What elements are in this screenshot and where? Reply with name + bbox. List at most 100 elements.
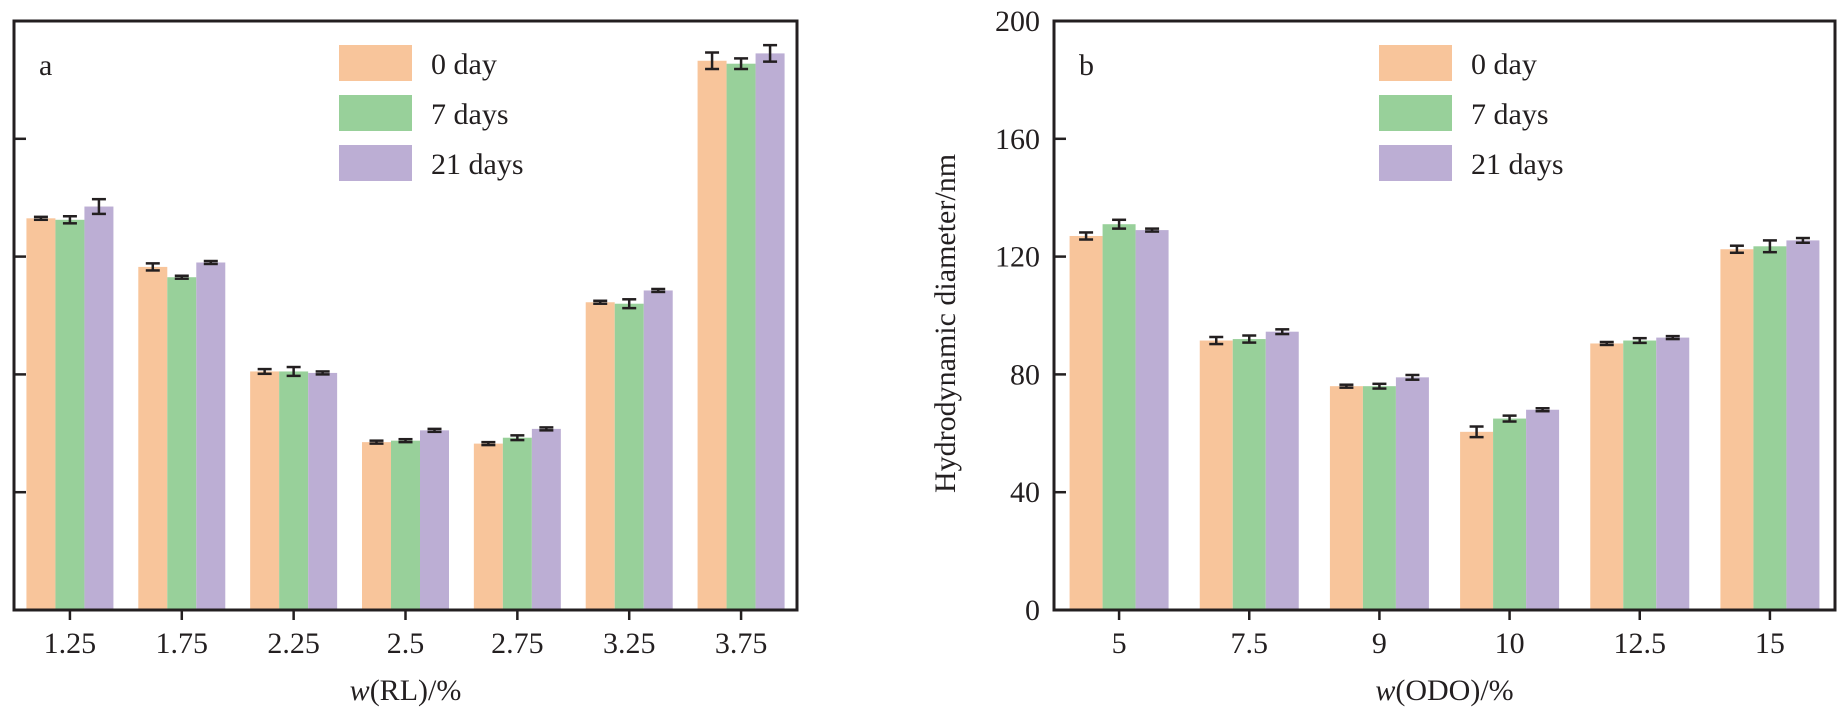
bar-b-0-5 (1720, 249, 1754, 611)
bar-b-1-0 (1102, 224, 1136, 610)
error-bar-b-1-5 (1762, 239, 1777, 254)
x-tick-label-b-1: 7.5 (1231, 627, 1269, 660)
bar-b-2-2 (1395, 377, 1429, 610)
bar-b-1-1 (1232, 339, 1266, 610)
error-bar-a-1-5 (622, 298, 637, 310)
legend-label-b-2: 21 days (1471, 148, 1564, 181)
x-tick-label-b-2: 9 (1372, 627, 1387, 660)
bar-b-0-1 (1199, 340, 1233, 610)
bar-a-0-0 (26, 218, 56, 610)
error-bar-b-2-2 (1405, 373, 1420, 381)
panel-label-a: a (39, 49, 52, 82)
x-tick-label-a-3: 2.5 (387, 627, 425, 660)
bar-b-2-4 (1656, 337, 1690, 610)
legend-label-a-0: 0 day (431, 48, 497, 81)
error-bar-a-0-6 (705, 51, 720, 71)
y-tick-label-b-5: 200 (995, 5, 1040, 38)
error-bar-a-1-0 (62, 215, 77, 225)
error-bar-a-0-1 (145, 262, 160, 272)
x-tick-label-a-6: 3.75 (715, 627, 768, 660)
error-bar-a-2-2 (315, 370, 330, 376)
error-bar-b-0-2 (1339, 383, 1354, 389)
bar-a-2-2 (308, 372, 338, 610)
error-bar-a-0-0 (33, 215, 48, 222)
error-bar-b-0-0 (1079, 231, 1094, 241)
chart-panel-a: 1.25 1.75 2.25 2.5 2.75 3.25 3.75 w(RL)/% a 0 day… (12, 19, 799, 707)
error-bar-a-1-2 (286, 365, 301, 378)
bar-a-1-1 (167, 277, 197, 610)
error-bar-a-2-4 (539, 426, 554, 432)
legend-swatch-b-0 (1379, 45, 1452, 81)
error-bar-b-2-0 (1145, 227, 1160, 233)
legend-swatch-a-2 (339, 145, 412, 181)
error-bar-a-0-2 (257, 367, 272, 376)
bar-b-1-4 (1623, 340, 1657, 610)
bar-a-2-0 (84, 206, 114, 610)
error-bar-b-2-5 (1795, 236, 1810, 245)
x-axis-label-a: w(RL)/% (350, 674, 462, 707)
bar-a-2-4 (531, 428, 561, 610)
error-bar-b-0-4 (1599, 340, 1614, 347)
legend-label-a-1: 7 days (431, 98, 509, 131)
error-bar-b-1-2 (1372, 382, 1387, 390)
x-tick-label-b-5: 15 (1755, 627, 1785, 660)
error-bar-b-2-1 (1275, 328, 1290, 336)
bar-a-2-3 (420, 430, 449, 610)
bar-b-2-0 (1135, 230, 1169, 610)
x-axis-label-b: w(ODO)/% (1375, 674, 1513, 707)
bar-a-0-1 (138, 266, 168, 610)
bar-a-0-3 (362, 442, 391, 610)
chart-panel-b: 0 40 80 120 160 200 5 7.5 9 10 12.5 15 w(ODO)/% Hydro… (929, 5, 1837, 707)
x-tick-label-a-4: 2.75 (491, 627, 544, 660)
error-bar-b-0-3 (1469, 425, 1484, 439)
bar-a-1-0 (55, 219, 85, 610)
x-tick-label-b-4: 12.5 (1614, 627, 1667, 660)
error-bar-a-0-5 (593, 299, 608, 305)
bar-b-2-3 (1526, 409, 1560, 610)
x-tick-label-a-1: 1.75 (156, 627, 209, 660)
bar-b-1-2 (1362, 386, 1396, 610)
bar-b-0-4 (1590, 343, 1624, 610)
bar-b-2-5 (1786, 240, 1820, 610)
bar-a-0-5 (585, 302, 615, 610)
legend-swatch-a-0 (339, 45, 412, 81)
legend-swatch-b-1 (1379, 95, 1452, 131)
y-tick-label-b-4: 160 (995, 123, 1040, 156)
y-tick-label-b-2: 80 (1010, 358, 1040, 391)
bar-a-0-4 (473, 443, 503, 610)
bar-a-1-5 (614, 303, 644, 610)
bar-b-0-2 (1329, 386, 1363, 610)
y-tick-label-b-1: 40 (1010, 476, 1040, 509)
y-tick-label-b-0: 0 (1025, 594, 1040, 627)
error-bar-a-2-6 (763, 43, 778, 63)
legend-b: 0 day 7 days 21 days (1379, 45, 1564, 181)
y-tick-label-b-3: 120 (995, 241, 1040, 274)
bar-a-0-6 (697, 60, 727, 610)
error-bar-a-1-6 (734, 57, 749, 71)
error-bar-b-1-4 (1632, 336, 1647, 345)
bar-b-1-5 (1753, 246, 1787, 611)
legend-label-b-0: 0 day (1471, 48, 1537, 81)
bar-b-0-0 (1069, 235, 1103, 611)
panel-label-b: b (1079, 49, 1094, 82)
plot-frame-b (1052, 19, 1837, 612)
error-bar-a-1-1 (174, 274, 189, 280)
x-tick-label-b-0: 5 (1112, 627, 1127, 660)
error-bar-a-2-5 (651, 287, 666, 294)
error-bar-b-1-0 (1112, 218, 1127, 230)
bar-a-1-4 (502, 437, 532, 610)
error-bar-b-2-3 (1535, 407, 1550, 413)
y-axis-label-b: Hydrodynamic diameter/nm (929, 154, 962, 493)
bar-a-2-6 (755, 53, 785, 610)
error-bar-b-0-1 (1209, 335, 1224, 346)
x-tick-label-b-3: 10 (1495, 627, 1525, 660)
error-bar-a-0-4 (481, 440, 496, 447)
bar-a-2-5 (643, 290, 673, 610)
legend-a: 0 day 7 days 21 days (339, 45, 524, 181)
legend-label-b-1: 7 days (1471, 98, 1549, 131)
bar-b-1-3 (1493, 418, 1527, 610)
x-tick-label-a-0: 1.25 (44, 627, 97, 660)
x-tick-label-a-5: 3.25 (603, 627, 656, 660)
error-bar-a-2-3 (427, 427, 442, 434)
